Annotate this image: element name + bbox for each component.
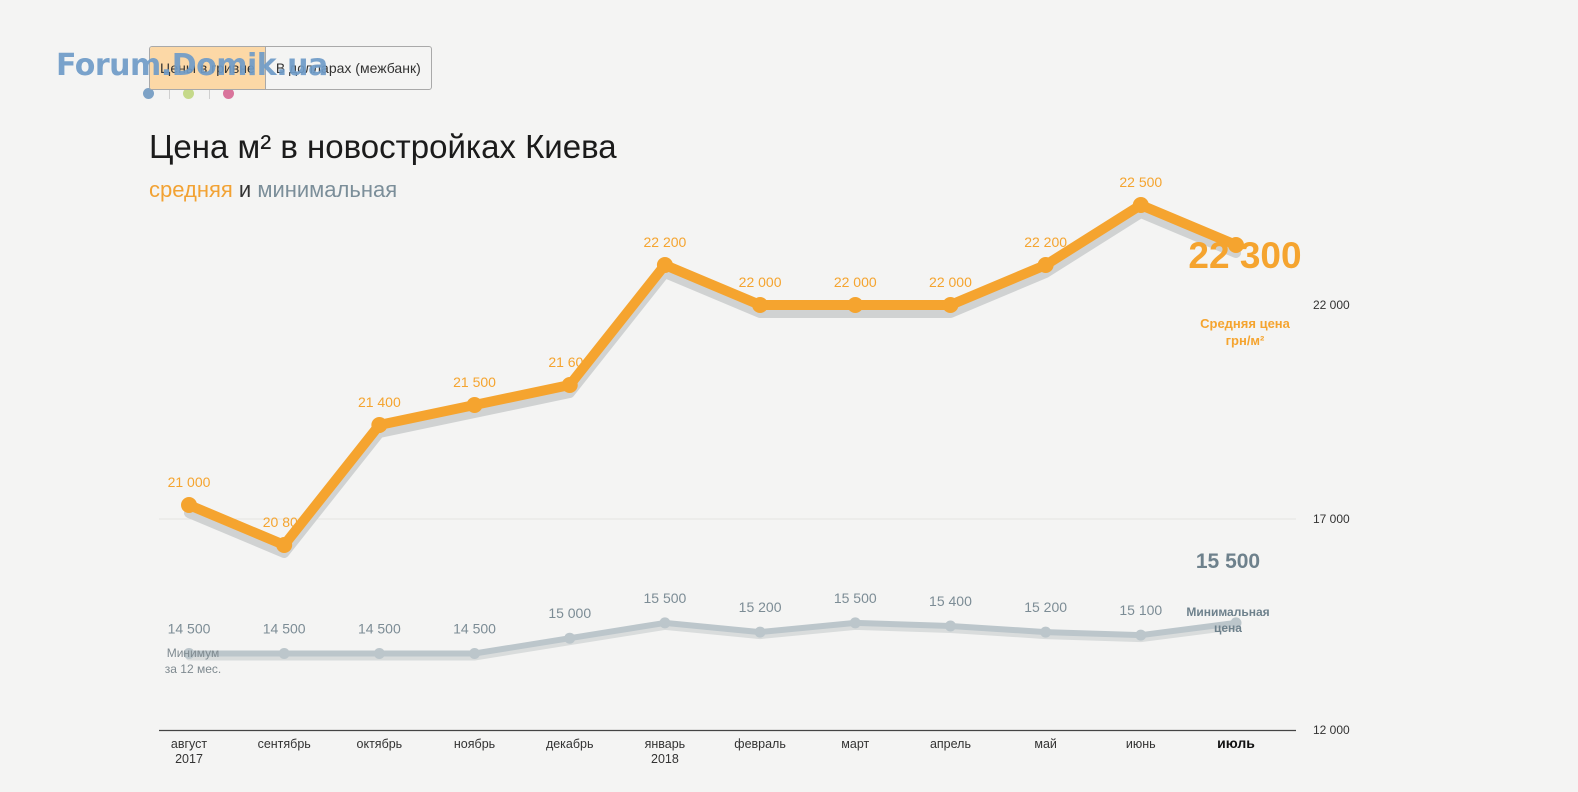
avg-data-label: 22 000 bbox=[739, 274, 782, 290]
min-annotation: Минимум за 12 мес. bbox=[165, 646, 221, 676]
x-tick-label: сентябрь bbox=[258, 737, 311, 751]
avg-point bbox=[276, 537, 293, 553]
x-tick-label: ноябрь bbox=[454, 737, 495, 751]
min-point bbox=[659, 617, 671, 629]
avg-point bbox=[1037, 257, 1054, 273]
min-point bbox=[1230, 617, 1242, 629]
avg-current-value: 22 300 bbox=[1188, 235, 1301, 276]
avg-data-label: 20 800 bbox=[263, 514, 306, 530]
x-tick-label: март bbox=[841, 737, 869, 751]
usd-prices-button[interactable]: В долларах (межбанк) bbox=[264, 47, 431, 89]
avg-data-label: 22 000 bbox=[929, 274, 972, 290]
dot-divider bbox=[209, 86, 210, 99]
min-point bbox=[1135, 629, 1147, 641]
uah-prices-button[interactable]: Цены в гривне bbox=[150, 47, 265, 89]
avg-point bbox=[1132, 197, 1149, 213]
avg-point bbox=[847, 297, 864, 313]
min-data-label: 15 500 bbox=[834, 590, 877, 606]
avg-point bbox=[752, 297, 769, 313]
min-data-label: 15 100 bbox=[1119, 602, 1162, 618]
min-data-label: 15 500 bbox=[643, 590, 686, 606]
avg-data-label: 22 500 bbox=[1119, 174, 1162, 190]
x-tick-label: январь 2018 bbox=[645, 737, 686, 766]
min-data-label: 14 500 bbox=[358, 621, 401, 637]
avg-data-label: 22 000 bbox=[834, 274, 877, 290]
dot-blue-icon bbox=[143, 88, 154, 99]
chart-subtitle: средняя и минимальная bbox=[149, 177, 397, 203]
min-data-label: 15 000 bbox=[548, 605, 591, 621]
y-tick-label: 22 000 bbox=[1313, 298, 1350, 312]
min-series-legend: Минимальная цена bbox=[1186, 605, 1269, 635]
min-point bbox=[469, 648, 481, 659]
avg-point bbox=[942, 297, 959, 313]
min-point bbox=[754, 626, 766, 638]
min-point bbox=[183, 648, 195, 659]
x-tick-label: апрель bbox=[930, 737, 971, 751]
avg-point bbox=[1228, 237, 1244, 253]
avg-data-label: 22 200 bbox=[643, 234, 686, 250]
avg-data-label: 21 000 bbox=[168, 474, 211, 490]
min-point bbox=[278, 648, 290, 659]
x-tick-label: май bbox=[1034, 737, 1057, 751]
indicator-dots bbox=[143, 86, 243, 102]
avg-series-legend: Средняя цена грн/м² bbox=[1200, 316, 1291, 348]
min-point bbox=[849, 617, 861, 629]
x-tick-label: июль bbox=[1217, 735, 1255, 751]
chart-title: Цена м² в новостройках Киева bbox=[149, 128, 617, 165]
dot-pink-icon bbox=[223, 88, 234, 99]
x-tick-label: декабрь bbox=[546, 737, 594, 751]
min-current-value: 15 500 bbox=[1196, 550, 1260, 573]
avg-data-label: 22 200 bbox=[1024, 234, 1067, 250]
avg-data-label: 21 400 bbox=[358, 394, 401, 410]
avg-point bbox=[561, 377, 578, 393]
dot-green-icon bbox=[183, 88, 194, 99]
dot-divider bbox=[169, 86, 170, 99]
x-tick-label: октябрь bbox=[357, 737, 403, 751]
avg-data-label: 21 500 bbox=[453, 374, 496, 390]
min-data-label: 14 500 bbox=[263, 621, 306, 637]
avg-series-line bbox=[184, 200, 1241, 550]
subtitle-minimum: минимальная bbox=[257, 177, 398, 202]
avg-point bbox=[466, 397, 483, 413]
min-data-label: 14 500 bbox=[168, 621, 211, 637]
min-data-label: 15 200 bbox=[739, 599, 782, 615]
avg-data-label: 21 600 bbox=[548, 354, 591, 370]
min-series-shadow bbox=[186, 623, 1239, 661]
min-data-label: 14 500 bbox=[453, 621, 496, 637]
y-tick-label: 12 000 bbox=[1313, 723, 1350, 737]
min-point bbox=[944, 620, 956, 632]
x-tick-label: февраль bbox=[734, 737, 786, 751]
avg-point bbox=[656, 257, 673, 273]
min-data-label: 15 200 bbox=[1024, 599, 1067, 615]
min-point bbox=[373, 648, 385, 659]
subtitle-joiner: и bbox=[232, 177, 258, 202]
min-series-line bbox=[186, 619, 1239, 657]
subtitle-average: средняя bbox=[149, 177, 233, 202]
min-point bbox=[1040, 626, 1052, 638]
y-tick-label: 17 000 bbox=[1313, 512, 1350, 526]
avg-point bbox=[371, 417, 388, 433]
min-data-label: 15 400 bbox=[929, 593, 972, 609]
min-point bbox=[564, 632, 576, 644]
x-tick-label: август 2017 bbox=[171, 737, 208, 766]
avg-series-shadow bbox=[184, 208, 1241, 558]
x-tick-label: июнь bbox=[1126, 737, 1156, 751]
currency-toggle: Цены в гривне В долларах (межбанк) bbox=[149, 46, 432, 90]
avg-point bbox=[181, 497, 197, 513]
